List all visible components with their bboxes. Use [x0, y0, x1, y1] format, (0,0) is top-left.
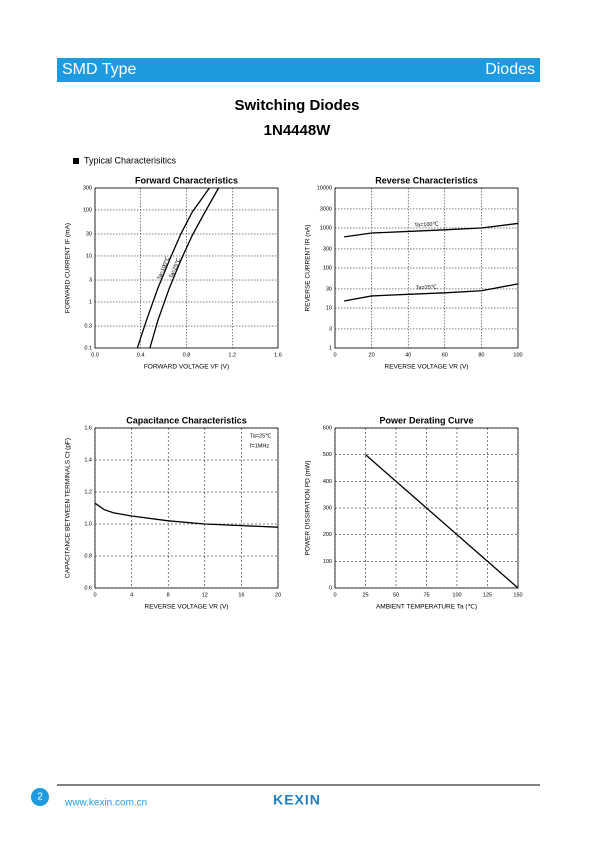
plot-frame	[334, 427, 519, 589]
x-tick-label: 4	[130, 592, 133, 598]
y-tick-label: 3000	[320, 206, 332, 212]
y-tick-label: 3	[329, 326, 332, 332]
x-tick-label: 80	[478, 352, 484, 358]
x-tick-label: 0	[333, 352, 336, 358]
header-left: SMD Type	[62, 61, 137, 78]
y-tick-label: 0.3	[84, 323, 92, 329]
annotation: f=1MHz	[250, 443, 269, 449]
x-tick-label: 0	[333, 592, 336, 598]
data-line	[136, 187, 210, 349]
x-tick-label: 50	[393, 592, 399, 598]
footer-logo: KEXIN	[273, 792, 321, 808]
annotation: Ta=25℃	[250, 433, 272, 439]
plot-frame	[334, 187, 519, 349]
y-axis-label: POWER DISSIPATION PD (mW)	[305, 460, 312, 555]
series-label: Ta=25℃	[416, 285, 438, 292]
y-axis-label: CAPACITANCE BETWEEN TERMINALS Ct (pF)	[65, 438, 72, 578]
y-tick-label: 0.6	[84, 585, 92, 591]
doc-title: Switching Diodes	[234, 97, 359, 114]
x-tick-label: 40	[405, 352, 411, 358]
header-right: Diodes	[485, 61, 535, 78]
y-tick-label: 500	[323, 452, 332, 458]
header-bar	[57, 58, 540, 82]
x-tick-label: 150	[513, 592, 522, 598]
x-tick-label: 0	[93, 592, 96, 598]
plot-frame	[94, 187, 279, 349]
y-tick-label: 1.6	[84, 425, 92, 431]
chart-title: Power Derating Curve	[379, 415, 473, 425]
x-axis-label: REVERSE VOLTAGE VR (V)	[145, 604, 229, 611]
y-tick-label: 300	[323, 505, 332, 511]
y-tick-label: 1.2	[84, 489, 92, 495]
data-line	[365, 454, 519, 589]
y-tick-label: 400	[323, 479, 332, 485]
series-label: Ta=25℃	[169, 257, 183, 280]
x-tick-label: 100	[513, 352, 522, 358]
y-tick-label: 3	[89, 277, 92, 283]
x-axis-label: AMBIENT TEMPERATURE Ta (℃)	[376, 604, 477, 611]
x-tick-label: 1.2	[228, 352, 236, 358]
chart-title: Capacitance Characteristics	[126, 415, 247, 425]
y-tick-label: 100	[323, 265, 332, 271]
y-tick-label: 300	[83, 185, 92, 191]
series-label: Ta=100℃	[414, 222, 439, 229]
y-tick-label: 100	[83, 207, 92, 213]
y-tick-label: 200	[323, 532, 332, 538]
plot-frame	[94, 427, 279, 589]
y-tick-label: 100	[323, 559, 332, 565]
x-tick-label: 125	[483, 592, 492, 598]
x-axis-label: FORWARD VOLTAGE VF (V)	[144, 364, 229, 371]
x-tick-label: 20	[369, 352, 375, 358]
y-axis-label: FORWARD CURRENT IF (mA)	[65, 223, 72, 313]
y-tick-label: 0.1	[84, 345, 92, 351]
data-line	[344, 283, 519, 302]
x-tick-label: 8	[167, 592, 170, 598]
x-tick-label: 60	[442, 352, 448, 358]
y-tick-label: 1	[89, 299, 92, 305]
y-tick-label: 1.4	[84, 457, 92, 463]
chart-title: Reverse Characteristics	[375, 175, 478, 185]
y-tick-label: 0.8	[84, 553, 92, 559]
x-tick-label: 0.4	[137, 352, 145, 358]
part-number: 1N4448W	[264, 122, 332, 139]
y-tick-label: 0	[329, 585, 332, 591]
y-tick-label: 10000	[317, 185, 332, 191]
y-tick-label: 1000	[320, 225, 332, 231]
x-axis-label: REVERSE VOLTAGE VR (V)	[385, 364, 469, 371]
y-tick-label: 1	[329, 345, 332, 351]
x-tick-label: 0.8	[183, 352, 191, 358]
y-tick-label: 10	[86, 253, 92, 259]
data-line	[94, 502, 279, 528]
y-axis-label: REVERSE CURRENT IR (nA)	[305, 225, 312, 312]
x-tick-label: 25	[362, 592, 368, 598]
page-badge	[31, 788, 49, 806]
x-tick-label: 1.6	[274, 352, 282, 358]
data-line	[149, 187, 220, 349]
y-tick-label: 30	[86, 231, 92, 237]
data-line	[344, 222, 519, 238]
x-tick-label: 16	[238, 592, 244, 598]
y-tick-label: 1.0	[84, 521, 92, 527]
x-tick-label: 12	[202, 592, 208, 598]
y-tick-label: 10	[326, 305, 332, 311]
y-tick-label: 30	[326, 286, 332, 292]
y-tick-label: 600	[323, 425, 332, 431]
x-tick-label: 75	[423, 592, 429, 598]
page-number: 2	[37, 792, 43, 803]
chart-title: Forward Characteristics	[135, 175, 238, 185]
x-tick-label: 20	[275, 592, 281, 598]
bullet	[73, 158, 79, 164]
y-tick-label: 300	[323, 246, 332, 252]
section-title: Typical Characterisitics	[84, 155, 177, 165]
x-tick-label: 100	[452, 592, 461, 598]
footer-url: www.kexin.com.cn	[64, 798, 147, 809]
x-tick-label: 0.0	[91, 352, 99, 358]
